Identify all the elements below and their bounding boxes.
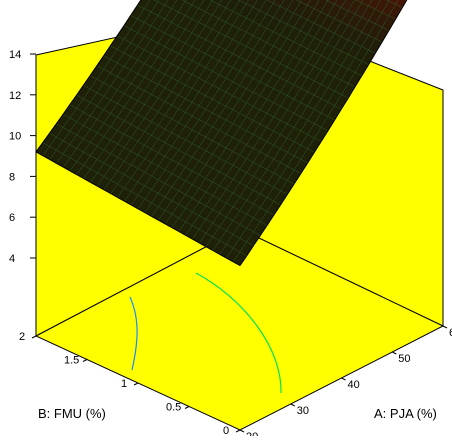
x-tick-label: 30 [297,405,309,417]
x-tick-label: 40 [348,379,360,391]
surface-cell [361,0,373,7]
x-tick-label: 20 [246,431,258,436]
y-tick-label: 2 [19,331,25,343]
surface-cell [245,0,258,8]
y-tick-label: 0 [223,425,229,436]
y-axis-title: B: FMU (%) [38,406,106,421]
surface-cell [239,0,249,5]
surface-cell [295,0,302,3]
x-tick [341,377,346,381]
z-tick-label: 10 [9,131,21,143]
x-tick [290,403,295,407]
surface-cell [154,0,160,2]
surface-cell [355,0,364,3]
surface-cell [181,0,187,2]
y-tick [82,359,88,362]
x-tick-label: 50 [398,353,410,365]
y-tick [133,382,139,386]
y-tick-label: 0.5 [166,402,181,414]
surface-cell [211,0,223,5]
surface-cell [395,0,407,8]
surface-cell [327,0,338,5]
x-tick [392,351,397,355]
y-tick [31,335,37,339]
z-tick-label: 12 [9,90,21,102]
surface-cell [388,0,399,5]
surface-cell [334,0,346,8]
floor-contour-blue [129,296,138,371]
surface-outline [35,0,408,267]
z-tick-label: 14 [9,49,21,61]
floor-contour-green [195,272,282,394]
y-tick-label: 1 [121,378,127,390]
y-axis: 0 0.5 1 1.5 2 [19,331,241,437]
y-tick-label: 1.5 [64,355,79,367]
y-tick [235,429,241,433]
x-tick-label: 60 [449,327,452,339]
y-tick [184,406,190,409]
z-tick-label: 4 [9,253,15,265]
x-axis-title: A: PJA (%) [374,406,437,421]
response-surface [35,0,408,267]
x-tick [239,429,245,433]
surface-cell [266,0,276,4]
x-tick [442,325,448,329]
z-tick-label: 6 [9,212,15,224]
surface-cell [273,0,285,7]
z-tick-label: 8 [9,171,15,183]
z-axis: 4 6 8 10 12 14 [9,49,36,265]
surface-cell [386,0,390,2]
